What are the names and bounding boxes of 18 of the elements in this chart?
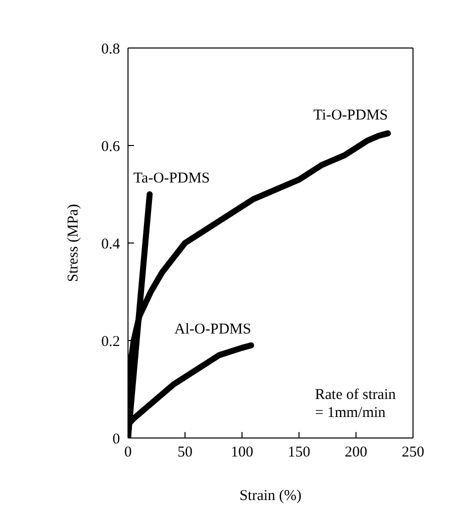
x-tick-label: 150 [288,444,310,461]
x-tick-label: 250 [402,444,424,461]
series-label: Ti-O-PDMS [313,107,388,124]
y-tick-label: 0.6 [101,138,120,155]
x-tick-label: 50 [178,444,192,461]
x-tick-label: 0 [124,444,132,461]
annotation: = 1mm/min [315,404,387,422]
y-tick-label: 0 [112,431,120,448]
series-label: Ta-O-PDMS [133,170,210,186]
x-tick-label: 200 [344,444,368,461]
x-axis-title: Strain (%) [239,488,302,504]
y-tick-label: 0.8 [101,41,120,58]
series-label: Al-O-PDMS [174,321,252,338]
y-tick-label: 0.2 [101,334,120,350]
y-axis-title: Stress (MPa) [65,204,82,282]
y-tick-label: 0.4 [101,236,120,252]
x-tick-label: 100 [230,444,254,461]
annotation: Rate of strain [315,386,396,404]
